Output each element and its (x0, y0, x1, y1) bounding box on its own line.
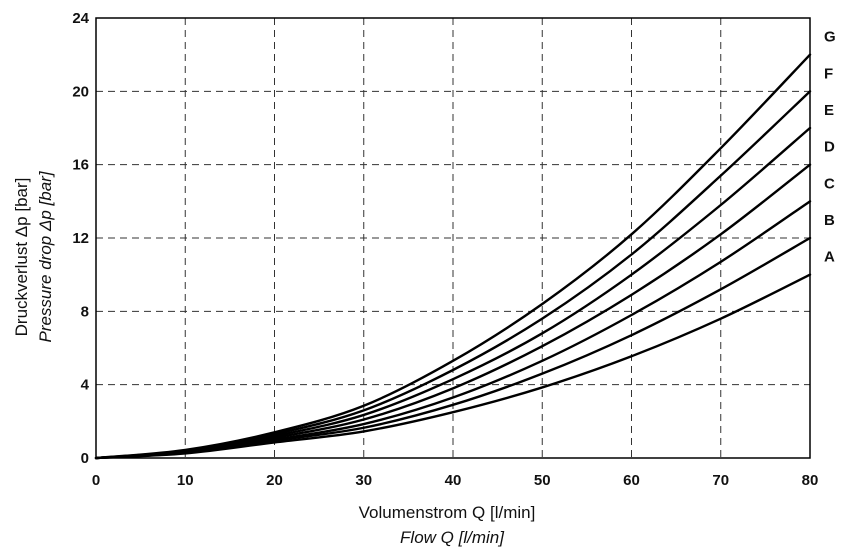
series-label-E: E (824, 102, 834, 119)
y-tick-16: 16 (72, 157, 89, 174)
y-tick-24: 24 (72, 10, 89, 27)
curves (94, 53, 812, 460)
y-tick-8: 8 (81, 303, 89, 320)
x-tick-0: 0 (92, 472, 100, 489)
x-axis-label-secondary: Flow Q [l/min] (400, 528, 505, 547)
series-label-C: C (824, 175, 835, 192)
series-label-B: B (824, 212, 835, 229)
x-tick-30: 30 (355, 472, 372, 489)
y-tick-12: 12 (72, 230, 89, 247)
x-tick-50: 50 (534, 472, 551, 489)
x-tick-80: 80 (802, 472, 819, 489)
series-line-G (94, 53, 812, 460)
y-tick-20: 20 (72, 83, 89, 100)
x-tick-70: 70 (712, 472, 729, 489)
x-tick-20: 20 (266, 472, 283, 489)
x-tick-60: 60 (623, 472, 640, 489)
y-tick-4: 4 (81, 377, 90, 394)
x-tick-40: 40 (445, 472, 462, 489)
x-tick-labels: 0 10 20 30 40 50 60 70 80 (92, 472, 819, 489)
y-tick-0: 0 (81, 450, 89, 467)
x-axis-label: Volumenstrom Q [l/min] (359, 503, 536, 522)
grid-lines (96, 18, 810, 458)
series-labels: A B C D E F G (824, 29, 836, 266)
series-label-D: D (824, 139, 835, 156)
y-axis-label: Druckverlust Δp [bar] (12, 178, 31, 337)
series-label-G: G (824, 29, 836, 46)
y-axis-label-secondary: Pressure drop Δp [bar] (36, 170, 55, 342)
series-label-A: A (824, 249, 835, 266)
x-tick-10: 10 (177, 472, 194, 489)
series-label-F: F (824, 65, 833, 82)
y-tick-labels: 0 4 8 12 16 20 24 (72, 10, 89, 467)
